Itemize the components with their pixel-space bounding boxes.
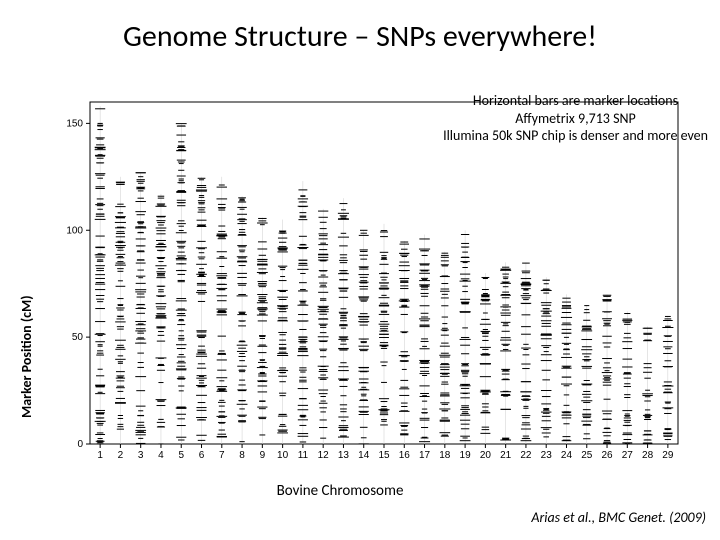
svg-text:22: 22	[520, 450, 532, 461]
svg-text:14: 14	[358, 450, 370, 461]
svg-text:3: 3	[138, 450, 144, 461]
svg-text:7: 7	[219, 450, 225, 461]
svg-text:26: 26	[601, 450, 613, 461]
svg-text:0: 0	[77, 439, 83, 450]
svg-text:21: 21	[500, 450, 512, 461]
marker-strip-plot: 0501001501234567891011121314151617181920…	[62, 96, 682, 466]
svg-text:10: 10	[277, 450, 289, 461]
x-axis-label: Bovine Chromosome	[0, 482, 720, 500]
svg-text:5: 5	[178, 450, 184, 461]
svg-text:18: 18	[439, 450, 451, 461]
svg-text:1: 1	[97, 450, 103, 461]
svg-text:11: 11	[298, 450, 309, 461]
svg-text:150: 150	[66, 118, 83, 129]
svg-text:28: 28	[642, 450, 654, 461]
svg-text:50: 50	[72, 332, 84, 343]
svg-text:24: 24	[561, 450, 573, 461]
svg-text:16: 16	[399, 450, 411, 461]
svg-text:2: 2	[118, 450, 124, 461]
svg-text:17: 17	[419, 450, 431, 461]
svg-text:9: 9	[260, 450, 266, 461]
svg-text:27: 27	[622, 450, 634, 461]
svg-text:12: 12	[318, 450, 330, 461]
slide-title: Genome Structure – SNPs everywhere!	[0, 18, 720, 55]
svg-text:25: 25	[581, 450, 593, 461]
y-axis-label: Marker Position (cM)	[18, 295, 35, 418]
svg-text:23: 23	[541, 450, 553, 461]
svg-text:20: 20	[480, 450, 492, 461]
svg-text:6: 6	[199, 450, 205, 461]
svg-text:100: 100	[66, 225, 83, 236]
svg-text:19: 19	[460, 450, 472, 461]
svg-text:29: 29	[662, 450, 674, 461]
svg-text:15: 15	[378, 450, 390, 461]
citation-text: Arias et al., BMC Genet. (2009)	[531, 509, 706, 526]
svg-text:8: 8	[239, 450, 245, 461]
svg-text:13: 13	[338, 450, 350, 461]
svg-text:4: 4	[158, 450, 164, 461]
